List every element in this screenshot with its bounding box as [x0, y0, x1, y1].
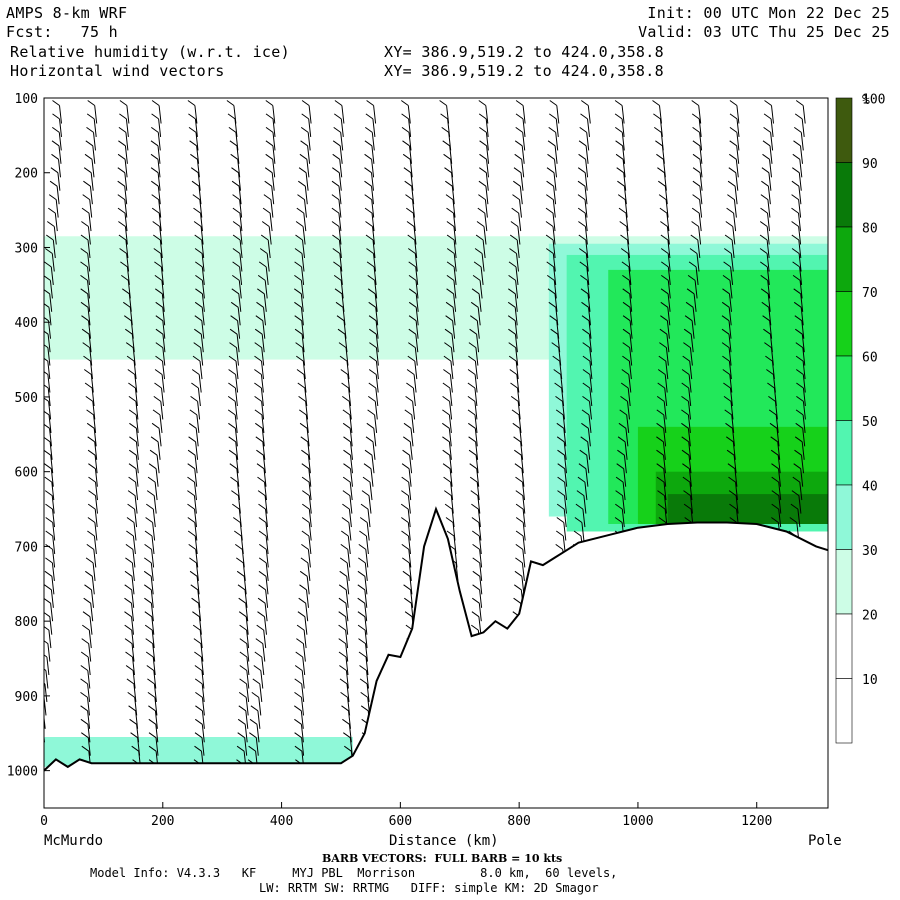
y-tick-label-200: 200 [15, 167, 38, 182]
y-tick-label-400: 400 [15, 316, 38, 331]
y-tick-label-1000: 1000 [7, 765, 38, 780]
colorbar-label-80: 80 [862, 222, 878, 237]
colorbar-segment-20 [835, 613, 853, 679]
plot-frame [43, 97, 829, 809]
colorbar-label-10: 10 [862, 673, 878, 688]
init-time: Init: 00 UTC Mon 22 Dec 25 [647, 4, 890, 22]
colorbar-segment-90 [835, 162, 853, 228]
colorbar-label-30: 30 [862, 544, 878, 559]
colorbar-segment-80 [835, 226, 853, 292]
barb-legend-note: BARB VECTORS: FULL BARB = 10 kts [322, 852, 563, 865]
wind-barb-column-9 [357, 100, 379, 771]
colorbar-label-100: 100 [862, 93, 885, 108]
wind-barb-column-2 [117, 100, 144, 771]
wind-barb-column-8 [331, 100, 357, 771]
terrain-profile [43, 506, 829, 772]
model-info-line2: LW: RRTM SW: RRTMG DIFF: simple KM: 2D S… [259, 881, 599, 895]
y-tick-label-800: 800 [15, 615, 38, 630]
end-location-label: Pole [808, 833, 842, 849]
x-tick-label-800: 800 [507, 814, 530, 829]
y-tick-label-500: 500 [15, 391, 38, 406]
axes: 0 200 400 600 800 1000 1200 100 200 300 400 500 600 7… [7, 92, 773, 829]
colorbar-segment-100 [835, 97, 853, 163]
y-tick-label-900: 900 [15, 690, 38, 705]
wind-barb-column-4 [187, 100, 205, 771]
wind-barb-column-6 [247, 100, 276, 771]
colorbar-segment-60 [835, 355, 853, 421]
colorbar-label-40: 40 [862, 480, 878, 495]
colorbar: 100 90 80 70 60 50 40 30 20 10% [835, 93, 885, 744]
xy-range-2: XY= 386.9,519.2 to 424.0,358.8 [384, 62, 664, 80]
colorbar-segment-10 [835, 678, 853, 744]
y-tick-label-300: 300 [15, 241, 38, 256]
colorbar-label-90: 90 [862, 157, 878, 172]
wind-barb-column-3 [143, 100, 166, 771]
colorbar-segment-70 [835, 291, 853, 357]
field-name-wind: Horizontal wind vectors [10, 62, 225, 80]
x-tick-label-400: 400 [270, 814, 293, 829]
wind-barb-column-7 [294, 100, 312, 771]
colorbar-segment-30 [835, 549, 853, 615]
y-tick-label-100: 100 [15, 92, 38, 107]
colorbar-label-20: 20 [862, 609, 878, 624]
model-info-line1: Model Info: V4.3.3 KF MYJ PBL Morrison 8… [90, 866, 618, 880]
colorbar-segment-50 [835, 420, 853, 486]
field-name-rh: Relative humidity (w.r.t. ice) [10, 43, 290, 61]
x-tick-label-0: 0 [40, 814, 48, 829]
valid-time: Valid: 03 UTC Thu 25 Dec 25 [638, 23, 890, 41]
colorbar-label-60: 60 [862, 351, 878, 366]
x-tick-label-600: 600 [389, 814, 412, 829]
forecast-hour: Fcst: 75 h [6, 23, 118, 41]
start-location-label: McMurdo [44, 833, 104, 849]
y-tick-label-600: 600 [15, 466, 38, 481]
x-tick-label-1200: 1200 [741, 814, 772, 829]
y-tick-label-700: 700 [15, 540, 38, 555]
x-tick-label-200: 200 [151, 814, 174, 829]
x-axis-title: Distance (km) [389, 833, 499, 849]
colorbar-segment-40 [835, 484, 853, 550]
wind-barb-column-1 [80, 100, 98, 771]
model-title: AMPS 8-km WRF [6, 4, 128, 22]
wind-barb-column-5 [226, 100, 250, 771]
xy-range-1: XY= 386.9,519.2 to 424.0,358.8 [384, 43, 664, 61]
x-tick-label-1000: 1000 [622, 814, 653, 829]
colorbar-label-50: 50 [862, 415, 878, 430]
colorbar-unit: % [862, 93, 870, 108]
rh-region-40-7 [44, 737, 353, 767]
colorbar-label-70: 70 [862, 286, 878, 301]
